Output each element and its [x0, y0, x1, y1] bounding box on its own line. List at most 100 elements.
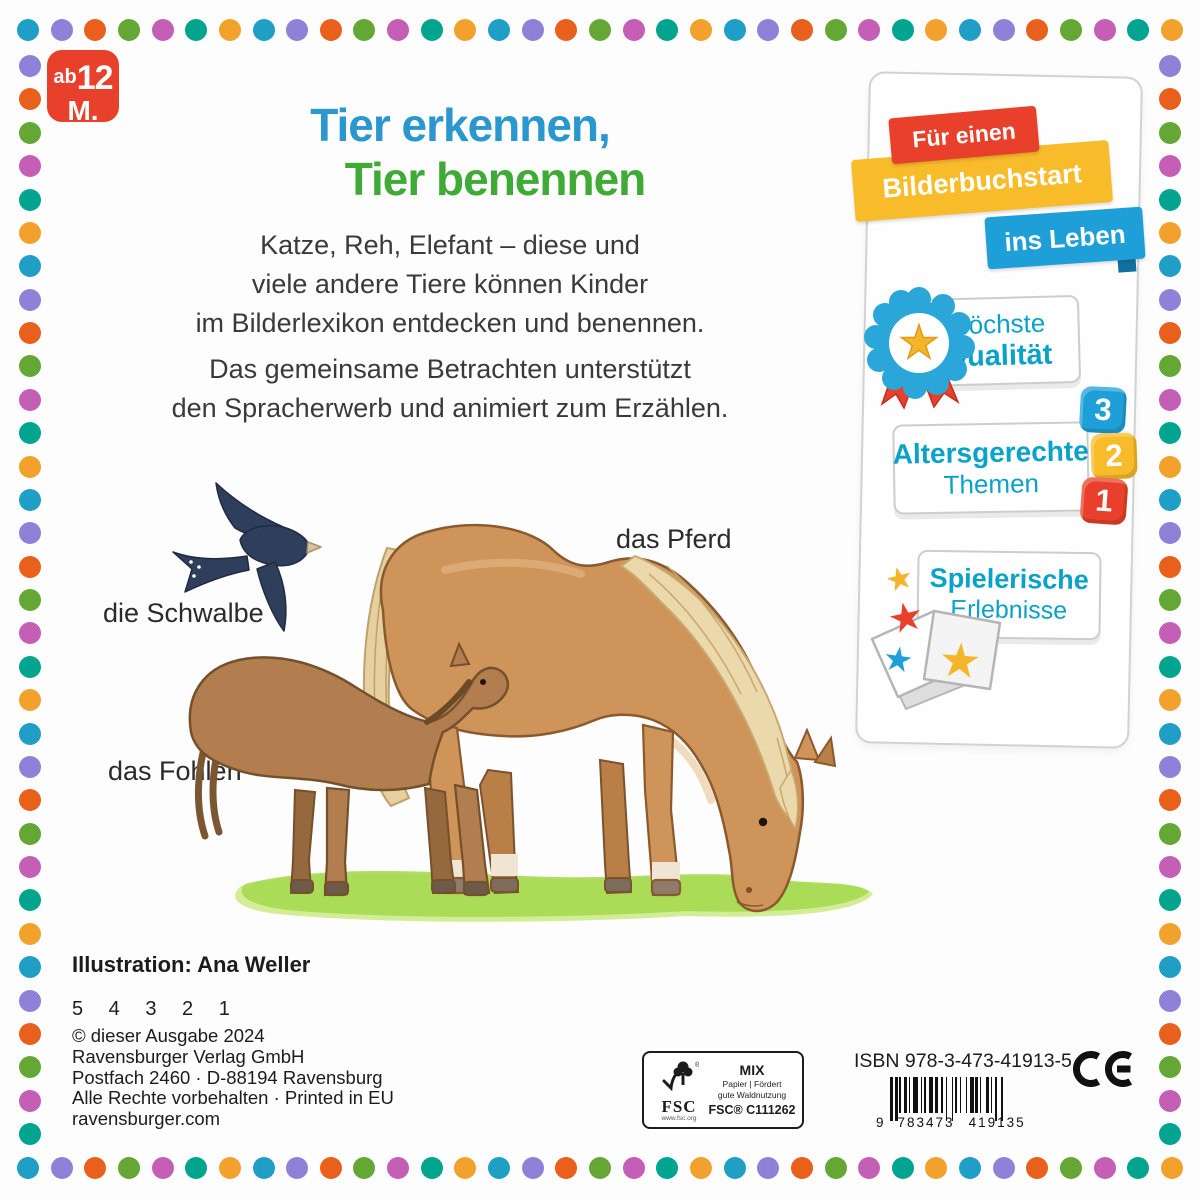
barcode-bar: [965, 1077, 968, 1113]
border-dot: [1159, 355, 1181, 378]
border-dot: [218, 19, 241, 41]
barcode-bar: [995, 1077, 997, 1121]
border-dot: [19, 188, 41, 211]
page-title: Tier erkennen, Tier benennen: [180, 98, 740, 207]
border-dot: [84, 19, 107, 41]
border-dot: [19, 822, 41, 845]
border-dot: [117, 19, 140, 41]
ribbon-ins-leben: ins Leben: [984, 206, 1146, 270]
border-dot: [488, 1157, 511, 1179]
ean-barcode: [890, 1077, 1044, 1123]
isbn-label: ISBN 978-3-473-41913-5: [854, 1050, 1072, 1072]
border-dot: [589, 1157, 611, 1179]
border-dot: [925, 1157, 948, 1179]
border-dot: [19, 221, 41, 244]
mare-forelock: [779, 768, 799, 830]
fsc-desc-2: gute Waldnutzung: [717, 1089, 787, 1100]
border-dot: [555, 1157, 578, 1179]
barcode-bar: [979, 1077, 982, 1113]
label-die-schwalbe: die Schwalbe: [103, 598, 264, 628]
border-dot: [19, 488, 41, 511]
border-dot: [1060, 19, 1083, 41]
border-dot: [555, 19, 578, 41]
border-dot: [891, 1157, 914, 1179]
fsc-desc-1: Papier | Fördert: [722, 1079, 782, 1090]
border-dot: [252, 19, 275, 41]
border-dot: [19, 789, 41, 812]
border-dot: [824, 1157, 847, 1179]
quality-rosette-badge: ★: [864, 287, 975, 410]
border-dot: [790, 19, 813, 41]
border-dot: [17, 19, 39, 41]
barcode-bar: [954, 1077, 957, 1113]
border-dot: [1159, 221, 1181, 244]
imprint-website: ravensburger.com: [72, 1108, 221, 1130]
border-dot: [84, 1157, 107, 1179]
swallow-tail: [172, 551, 250, 593]
barcode-bar: [924, 1077, 926, 1113]
border-dot: [488, 19, 511, 41]
border-dot: [151, 19, 174, 41]
border-dot: [19, 922, 41, 945]
border-dot: [622, 19, 645, 41]
imprint-address: Postfach 2460 · D-88194 Ravensburg: [72, 1066, 383, 1088]
border-dot: [1161, 19, 1183, 41]
age-badge-months: 12: [76, 59, 114, 97]
border-dot: [1159, 622, 1181, 645]
border-dot: [252, 1157, 275, 1179]
border-dot: [286, 1157, 309, 1179]
fsc-mix-label: MIX: [739, 1061, 765, 1078]
border-dot: [19, 655, 41, 678]
border-dot: [454, 19, 477, 41]
border-dot: [19, 155, 41, 178]
border-dot: [1159, 722, 1181, 745]
border-dot: [1093, 19, 1116, 41]
border-dot: [723, 19, 746, 41]
foal-body: [188, 656, 509, 792]
border-dot: [1159, 522, 1181, 545]
border-dot: [1159, 956, 1181, 979]
border-dot: [992, 1157, 1015, 1179]
border-dot: [151, 1157, 174, 1179]
border-dot: [689, 1157, 712, 1179]
themes-line1: Altersgerechte: [892, 435, 1090, 470]
border-dot: [1093, 1157, 1116, 1179]
barcode-bar: [934, 1077, 938, 1113]
age-badge-m: M.: [67, 95, 99, 126]
border-dot: [19, 755, 41, 778]
number-block-1: 1: [1079, 476, 1129, 526]
foal-far-legs: [289, 786, 457, 895]
intro-paragraph-1: Katze, Reh, Elefant – diese und viele an…: [120, 226, 780, 343]
border-dot: [1159, 55, 1181, 77]
intro1-line3: im Bilderlexikon entdecken und benennen.: [195, 308, 705, 338]
isbn-block: ISBN 978-3-473-41913-5 9 783473 419135: [854, 1050, 1072, 1130]
print-run-numbers: 5 4 3 2 1: [72, 998, 230, 1020]
mare-mouth: [736, 901, 764, 907]
border-dot: [19, 121, 41, 144]
border-dot: [19, 589, 41, 611]
border-dot: [757, 19, 780, 41]
border-dot: [1159, 121, 1181, 144]
barcode-bar: [959, 1077, 962, 1113]
border-dot: [185, 19, 208, 41]
barcode-bar: [945, 1077, 948, 1121]
border-dot: [19, 255, 41, 278]
border-dot: [19, 55, 41, 77]
barcode-bar: [928, 1077, 934, 1113]
play-line1: Spielerische: [929, 563, 1089, 596]
border-dot: [1159, 155, 1181, 178]
border-dot: [1026, 1157, 1049, 1179]
themes-card: Altersgerechte Themen: [892, 421, 1090, 515]
border-dot: [420, 19, 443, 41]
fsc-acronym: FSC: [661, 1096, 697, 1116]
barcode-bar: [975, 1077, 979, 1113]
barcode-group-2: 419135: [968, 1115, 1026, 1130]
number-block-2: 2: [1090, 432, 1138, 480]
barcode-bar: [890, 1077, 894, 1121]
border-dot: [589, 19, 611, 41]
border-dot: [1159, 789, 1181, 812]
border-dot: [19, 1056, 41, 1079]
grass: [241, 871, 869, 917]
border-dot: [1159, 655, 1181, 678]
border-dot: [656, 1157, 679, 1179]
